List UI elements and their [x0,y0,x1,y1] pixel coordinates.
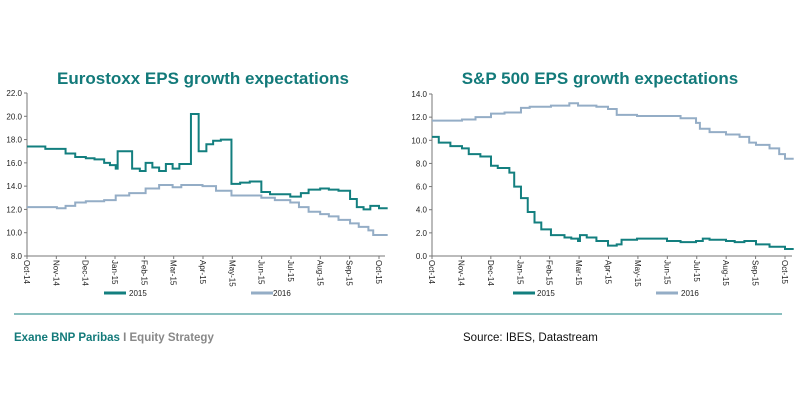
y-tick-label: 10.0 [6,229,22,238]
y-tick-label: 8.0 [416,159,428,168]
y-tick-label: 16.0 [6,159,22,168]
x-tick-label: Jul-15 [286,260,295,282]
eurostoxx-chart: Eurostoxx EPS growth expectations 8.0 10.… [6,69,388,298]
series-line-2016 [432,102,794,160]
sp500-chart: S&P 500 EPS growth expectations 0.0 2.0 4.… [411,69,794,298]
y-tick-label: 14.0 [411,90,427,99]
y-tick-label: 8.0 [11,252,23,261]
x-tick-label: Feb-15 [139,260,148,286]
legend-label: 2016 [681,289,699,298]
series-line-2015 [432,135,794,251]
legend-label: 2016 [273,289,291,298]
series-line-2015 [27,112,388,211]
chart-title: Eurostoxx EPS growth expectations [57,69,349,88]
x-tick-label: Nov-14 [51,260,60,286]
y-tick-label: 10.0 [411,136,427,145]
x-tick-label: Apr-15 [198,260,207,285]
x-tick-label: Sep-15 [345,260,354,286]
x-tick-label: Feb-15 [545,260,554,286]
x-tick-label: Apr-15 [604,260,613,285]
x-tick-label: Nov-14 [456,260,465,286]
chart-title: S&P 500 EPS growth expectations [462,69,739,88]
x-tick-label: Aug-15 [721,260,730,286]
legend-label: 2015 [129,289,147,298]
series-line-2016 [27,183,388,237]
x-tick-label: Jan-15 [110,260,119,285]
legend-label: 2015 [537,289,555,298]
x-tick-label: Aug-15 [315,260,324,286]
x-tick-label: Mar-15 [574,260,583,286]
source-note: Source: IBES, Datastream [463,332,598,344]
footer-brand-name: Exane BNP Paribas [14,332,120,344]
x-tick-label: May-15 [227,260,236,287]
footer-section: Equity Strategy [130,332,215,344]
x-tick-label: Sep-15 [751,260,760,286]
footer-brand: Exane BNP Paribas I Equity Strategy [14,332,214,344]
y-tick-label: 12.0 [6,205,22,214]
x-tick-label: Dec-14 [81,260,90,286]
y-tick-label: 18.0 [6,136,22,145]
x-tick-label: Jun-15 [662,260,671,285]
x-tick-label: Oct-15 [780,260,789,285]
y-tick-label: 2.0 [416,229,428,238]
footer-separator: I [120,332,130,344]
x-tick-label: Oct-14 [427,260,436,285]
y-tick-label: 12.0 [411,113,427,122]
y-tick-label: 22.0 [6,89,22,98]
y-tick-label: 14.0 [6,182,22,191]
x-tick-label: Jun-15 [257,260,266,285]
x-tick-label: Jan-15 [515,260,524,285]
y-tick-label: 6.0 [416,183,428,192]
x-tick-label: May-15 [633,260,642,287]
y-tick-label: 4.0 [416,206,428,215]
x-tick-label: Dec-14 [486,260,495,286]
x-tick-label: Mar-15 [169,260,178,286]
x-tick-label: Oct-15 [374,260,383,285]
y-tick-label: 20.0 [6,112,22,121]
y-tick-label: 0.0 [416,252,428,261]
x-tick-label: Jul-15 [692,260,701,282]
x-tick-label: Oct-14 [22,260,31,285]
